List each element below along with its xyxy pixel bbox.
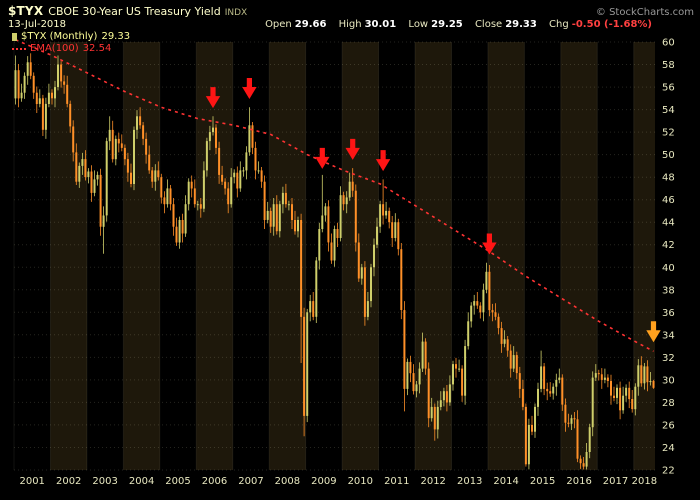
svg-text:30: 30 <box>662 375 675 386</box>
instrument-name: CBOE 30-Year US Treasury Yield <box>48 5 221 18</box>
svg-text:2010: 2010 <box>348 476 373 487</box>
quote-row: 13-Jul-2018 Open 29.66 High 30.01 Low 29.25… <box>8 19 652 30</box>
exchange-label: INDX <box>224 8 248 18</box>
svg-text:2015: 2015 <box>530 476 555 487</box>
series-legend-value: 29.33 <box>101 31 131 42</box>
svg-text:50: 50 <box>662 150 675 161</box>
high-label: High <box>338 19 362 30</box>
svg-text:22: 22 <box>662 466 675 477</box>
svg-text:24: 24 <box>662 443 675 454</box>
ticker-symbol: $TYX <box>8 4 44 18</box>
svg-text:32: 32 <box>662 353 675 364</box>
svg-text:2004: 2004 <box>129 476 154 487</box>
svg-text:26: 26 <box>662 420 675 431</box>
chart-date: 13-Jul-2018 <box>8 19 67 30</box>
svg-text:52: 52 <box>662 128 675 139</box>
svg-text:48: 48 <box>662 173 675 184</box>
svg-text:38: 38 <box>662 285 675 296</box>
svg-text:2016: 2016 <box>566 476 591 487</box>
svg-text:2002: 2002 <box>56 476 81 487</box>
ema-legend-value: 32.54 <box>82 43 112 54</box>
svg-text:54: 54 <box>662 105 675 116</box>
svg-text:60: 60 <box>662 38 675 49</box>
close-value: 29.33 <box>505 19 537 30</box>
low-label: Low <box>408 19 429 30</box>
svg-text:36: 36 <box>662 308 675 319</box>
svg-text:2012: 2012 <box>420 476 445 487</box>
series-legend-label: $TYX (Monthly) <box>21 31 98 42</box>
svg-text:2013: 2013 <box>457 476 482 487</box>
chg-label: Chg <box>549 19 569 30</box>
candle-swatch-icon <box>12 32 17 41</box>
open-value: 29.66 <box>294 19 327 30</box>
svg-text:2009: 2009 <box>311 476 336 487</box>
svg-text:2007: 2007 <box>238 476 263 487</box>
chg-value: -0.50 (-1.68%) <box>571 19 652 30</box>
svg-text:42: 42 <box>662 240 675 251</box>
svg-text:2017: 2017 <box>603 476 628 487</box>
ema-legend: EMA(100) 32.54 <box>12 43 111 54</box>
ohlc-quote: Open 29.66 High 30.01 Low 29.25 Close 29.33 … <box>256 19 652 30</box>
svg-text:2006: 2006 <box>202 476 227 487</box>
svg-text:40: 40 <box>662 263 675 274</box>
series-legend: $TYX (Monthly) 29.33 <box>12 31 130 42</box>
svg-text:2011: 2011 <box>384 476 409 487</box>
ema-line-icon <box>12 47 26 50</box>
svg-text:44: 44 <box>662 218 675 229</box>
low-value: 29.25 <box>431 19 463 30</box>
svg-text:28: 28 <box>662 398 675 409</box>
chart-header: $TYX CBOE 30-Year US Treasury Yield INDX… <box>8 4 694 18</box>
ema-legend-label: EMA(100) <box>30 43 79 54</box>
open-label: Open <box>265 19 292 30</box>
svg-text:2001: 2001 <box>19 476 44 487</box>
close-label: Close <box>474 19 503 30</box>
svg-text:58: 58 <box>662 60 675 71</box>
svg-text:2018: 2018 <box>632 476 657 487</box>
high-value: 30.01 <box>364 19 397 30</box>
svg-text:34: 34 <box>662 330 675 341</box>
svg-text:46: 46 <box>662 195 675 206</box>
svg-text:56: 56 <box>662 83 675 94</box>
svg-text:2003: 2003 <box>92 476 117 487</box>
copyright-notice: © StockCharts.com <box>595 7 694 18</box>
svg-text:2005: 2005 <box>165 476 190 487</box>
svg-text:2014: 2014 <box>493 476 518 487</box>
svg-text:2008: 2008 <box>275 476 300 487</box>
